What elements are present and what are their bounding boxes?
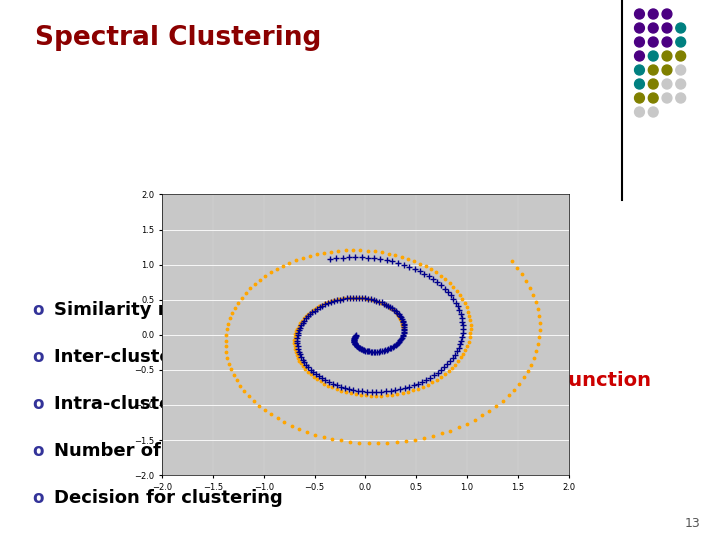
Text: o: o — [32, 395, 44, 413]
Text: o: o — [32, 489, 44, 507]
Text: Number of clusters K: Number of clusters K — [54, 442, 268, 460]
Circle shape — [676, 51, 685, 61]
Circle shape — [676, 93, 685, 103]
Circle shape — [648, 93, 658, 103]
Circle shape — [648, 65, 658, 75]
Text: Relationship: Relationship — [420, 300, 558, 320]
Circle shape — [634, 65, 644, 75]
Circle shape — [648, 37, 658, 47]
Text: Inter-cluster similarity: Inter-cluster similarity — [54, 348, 282, 366]
Circle shape — [662, 93, 672, 103]
Circle shape — [676, 79, 685, 89]
Circle shape — [634, 23, 644, 33]
FancyArrow shape — [377, 303, 404, 317]
Circle shape — [662, 51, 672, 61]
Text: o: o — [32, 301, 44, 319]
Circle shape — [662, 9, 672, 19]
Circle shape — [662, 23, 672, 33]
Text: Similarity representation: Similarity representation — [54, 301, 309, 319]
Circle shape — [676, 37, 685, 47]
Circle shape — [648, 9, 658, 19]
Text: Intra-cluster similarity: Intra-cluster similarity — [54, 395, 282, 413]
Circle shape — [634, 93, 644, 103]
Circle shape — [648, 51, 658, 61]
Text: Objective Function: Objective Function — [445, 371, 651, 390]
Circle shape — [676, 23, 685, 33]
Circle shape — [662, 65, 672, 75]
Circle shape — [634, 107, 644, 117]
Circle shape — [634, 9, 644, 19]
Circle shape — [634, 51, 644, 61]
Circle shape — [634, 79, 644, 89]
Text: Spectral Clustering: Spectral Clustering — [35, 25, 321, 51]
Circle shape — [662, 79, 672, 89]
Circle shape — [634, 37, 644, 47]
Text: 13: 13 — [685, 517, 701, 530]
Circle shape — [648, 79, 658, 89]
FancyArrow shape — [396, 368, 435, 393]
Circle shape — [662, 37, 672, 47]
Text: Decision for clustering: Decision for clustering — [54, 489, 283, 507]
Text: o: o — [32, 442, 44, 460]
Circle shape — [676, 65, 685, 75]
Circle shape — [648, 23, 658, 33]
Circle shape — [648, 107, 658, 117]
Text: o: o — [32, 348, 44, 366]
